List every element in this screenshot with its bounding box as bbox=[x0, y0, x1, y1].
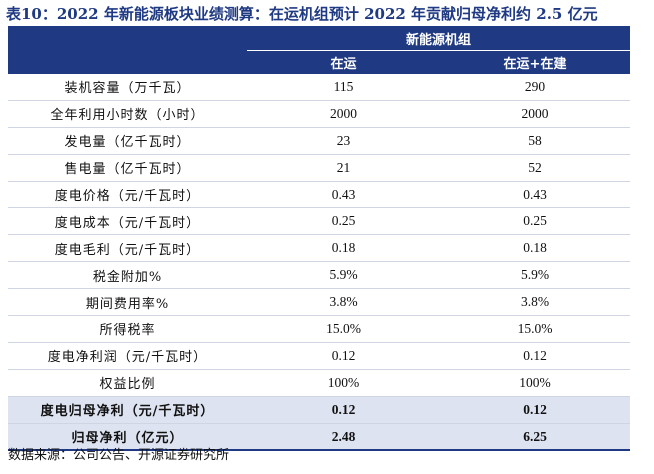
cell-operating-plus-construction: 0.25 bbox=[440, 207, 631, 236]
row-label: 度电净利润（元/千瓦时） bbox=[8, 342, 247, 370]
cell-operating: 5.9% bbox=[247, 261, 440, 290]
row-label: 归母净利（亿元） bbox=[8, 423, 247, 452]
cell-operating-plus-construction: 0.18 bbox=[440, 234, 631, 263]
header-corner-lower bbox=[8, 50, 247, 74]
table-row: 度电净利润（元/千瓦时） 0.12 0.12 bbox=[8, 342, 631, 370]
cell-operating-plus-construction: 3.8% bbox=[440, 288, 631, 317]
table-row: 期间费用率% 3.8% 3.8% bbox=[8, 288, 631, 317]
table-row: 售电量（亿千瓦时） 21 52 bbox=[8, 154, 631, 182]
cell-operating: 0.18 bbox=[247, 234, 440, 263]
row-label: 所得税率 bbox=[8, 315, 247, 343]
cell-operating-plus-construction: 15.0% bbox=[440, 315, 631, 343]
cell-operating: 0.43 bbox=[247, 181, 440, 209]
group-header: 新能源机组 bbox=[247, 26, 631, 51]
cell-operating-plus-construction: 58 bbox=[440, 127, 631, 155]
cell-operating-plus-construction: 5.9% bbox=[440, 261, 631, 290]
cell-operating-plus-construction: 100% bbox=[440, 369, 631, 397]
row-label: 度电毛利（元/千瓦时） bbox=[8, 234, 247, 263]
table-row: 度电毛利（元/千瓦时） 0.18 0.18 bbox=[8, 234, 631, 263]
table-row: 归母净利（亿元） 2.48 6.25 bbox=[8, 423, 631, 452]
header-row-columns: 在运 在运+在建 bbox=[8, 50, 631, 74]
row-label: 度电价格（元/千瓦时） bbox=[8, 181, 247, 209]
cell-operating: 2.48 bbox=[247, 423, 440, 452]
table-row: 全年利用小时数（小时） 2000 2000 bbox=[8, 100, 631, 128]
row-label: 装机容量（万千瓦） bbox=[8, 74, 247, 101]
table-row: 装机容量（万千瓦） 115 290 bbox=[8, 74, 631, 101]
row-label: 期间费用率% bbox=[8, 288, 247, 317]
header-row-group: 新能源机组 bbox=[8, 26, 631, 51]
table-row: 度电归母净利（元/千瓦时） 0.12 0.12 bbox=[8, 396, 631, 424]
cell-operating: 0.25 bbox=[247, 207, 440, 236]
cell-operating: 100% bbox=[247, 369, 440, 397]
cell-operating-plus-construction: 2000 bbox=[440, 100, 631, 128]
cell-operating: 0.12 bbox=[247, 396, 440, 424]
cell-operating: 0.12 bbox=[247, 342, 440, 370]
cell-operating-plus-construction: 0.12 bbox=[440, 342, 631, 370]
row-label: 售电量（亿千瓦时） bbox=[8, 154, 247, 182]
table-row: 所得税率 15.0% 15.0% bbox=[8, 315, 631, 343]
table-row: 税金附加% 5.9% 5.9% bbox=[8, 261, 631, 290]
cell-operating-plus-construction: 52 bbox=[440, 154, 631, 182]
cell-operating: 115 bbox=[247, 74, 440, 101]
row-label: 发电量（亿千瓦时） bbox=[8, 127, 247, 155]
forecast-table: 新能源机组 在运 在运+在建 装机容量（万千瓦） 115 290 全年利用小时数（小时… bbox=[8, 26, 631, 452]
table-row: 权益比例 100% 100% bbox=[8, 369, 631, 397]
row-label: 度电归母净利（元/千瓦时） bbox=[8, 396, 247, 424]
cell-operating: 21 bbox=[247, 154, 440, 182]
column-header-operating-plus-construction: 在运+在建 bbox=[440, 50, 631, 74]
cell-operating: 23 bbox=[247, 127, 440, 155]
cell-operating-plus-construction: 290 bbox=[440, 74, 631, 101]
cell-operating: 3.8% bbox=[247, 288, 440, 317]
cell-operating-plus-construction: 0.12 bbox=[440, 396, 631, 424]
table-row: 发电量（亿千瓦时） 23 58 bbox=[8, 127, 631, 155]
cell-operating: 15.0% bbox=[247, 315, 440, 343]
data-source-note: 数据来源：公司公告、开源证券研究所 bbox=[8, 448, 230, 463]
table-row: 度电价格（元/千瓦时） 0.43 0.43 bbox=[8, 181, 631, 209]
column-header-operating: 在运 bbox=[247, 50, 440, 74]
cell-operating: 2000 bbox=[247, 100, 440, 128]
row-label: 全年利用小时数（小时） bbox=[8, 100, 247, 128]
header-corner bbox=[8, 26, 247, 51]
row-label: 度电成本（元/千瓦时） bbox=[8, 207, 247, 236]
row-label: 权益比例 bbox=[8, 369, 247, 397]
row-label: 税金附加% bbox=[8, 261, 247, 290]
cell-operating-plus-construction: 6.25 bbox=[440, 423, 631, 452]
table-row: 度电成本（元/千瓦时） 0.25 0.25 bbox=[8, 207, 631, 236]
table-title: 表10：2022 年新能源板块业绩测算：在运机组预计 2022 年贡献归母净利约… bbox=[6, 5, 598, 23]
cell-operating-plus-construction: 0.43 bbox=[440, 181, 631, 209]
